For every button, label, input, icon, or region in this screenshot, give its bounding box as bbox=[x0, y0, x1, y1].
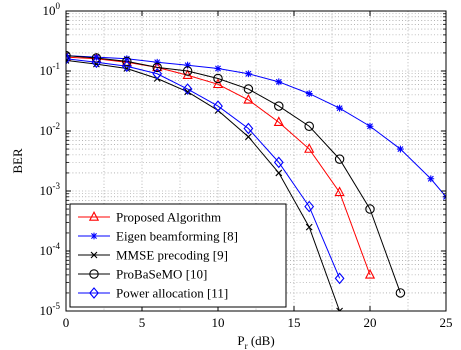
data-point bbox=[153, 58, 161, 66]
series-line bbox=[66, 59, 341, 311]
data-point bbox=[304, 200, 315, 213]
x-tick-label: 20 bbox=[364, 315, 377, 330]
legend-marker bbox=[90, 251, 98, 259]
data-point bbox=[427, 175, 435, 183]
data-point bbox=[273, 156, 284, 169]
data-point bbox=[304, 121, 314, 131]
y-tick-label: 10-1 bbox=[40, 61, 61, 78]
data-point bbox=[364, 268, 376, 279]
series-line bbox=[66, 55, 446, 198]
data-point bbox=[213, 73, 223, 84]
legend-label: Power allocation [11] bbox=[116, 286, 228, 301]
data-point bbox=[334, 272, 345, 285]
series-eigen-beamforming-8 bbox=[66, 52, 446, 201]
data-point bbox=[273, 116, 284, 126]
data-point bbox=[275, 169, 283, 177]
x-axis-label: Pr (dB) bbox=[237, 333, 274, 350]
data-point bbox=[245, 133, 252, 141]
data-point bbox=[66, 50, 71, 61]
data-point bbox=[243, 84, 254, 94]
legend-marker bbox=[89, 269, 99, 279]
legend: Proposed Algorithm Eigen beamforming [8] M… bbox=[69, 203, 287, 308]
y-axis-label: BER bbox=[10, 148, 25, 174]
data-point bbox=[66, 52, 71, 65]
data-point bbox=[336, 307, 343, 311]
data-point bbox=[152, 67, 163, 80]
legend-marker bbox=[89, 287, 99, 299]
legend-entry: Power allocation [11] bbox=[78, 286, 228, 301]
data-point bbox=[305, 90, 313, 98]
x-tick-label: 0 bbox=[63, 315, 70, 330]
series-line bbox=[66, 55, 401, 294]
data-point bbox=[184, 61, 191, 69]
data-point bbox=[395, 288, 406, 298]
data-point bbox=[213, 100, 223, 112]
data-point bbox=[214, 65, 222, 72]
data-point bbox=[274, 101, 284, 111]
legend-entry: Eigen beamforming [8] bbox=[78, 229, 238, 244]
data-point bbox=[121, 60, 132, 73]
data-point bbox=[243, 93, 254, 104]
legend-label: Proposed Algorithm bbox=[116, 210, 221, 225]
legend-label: Eigen beamforming [8] bbox=[116, 229, 238, 244]
data-point bbox=[152, 62, 162, 73]
legend-marker bbox=[90, 232, 98, 240]
data-point bbox=[123, 55, 131, 63]
data-point bbox=[366, 122, 374, 130]
y-tick-label: 10-3 bbox=[40, 181, 61, 198]
series-power-allocation-11 bbox=[66, 52, 345, 285]
data-point bbox=[66, 57, 70, 64]
legend-entry: MMSE precoding [9] bbox=[78, 248, 228, 263]
plot-series bbox=[66, 50, 446, 311]
data-point bbox=[336, 104, 343, 112]
data-point bbox=[334, 154, 345, 164]
series-line bbox=[66, 56, 371, 276]
y-tick-label: 10-4 bbox=[40, 241, 61, 258]
data-point bbox=[243, 122, 254, 135]
data-point bbox=[365, 204, 375, 214]
data-point bbox=[91, 56, 102, 69]
y-tick-label: 100 bbox=[43, 1, 61, 18]
legend-entry: Proposed Algorithm bbox=[78, 210, 221, 225]
x-tick-label: 15 bbox=[288, 315, 301, 330]
axis-ticks: 0 5 10 15 20 25 100 10-1 10-2 10-3 10-4 10-5 bbox=[40, 1, 453, 330]
legend-entry: ProBaSeMO [10] bbox=[78, 267, 207, 282]
x-tick-label: 10 bbox=[212, 315, 225, 330]
y-tick-label: 10-2 bbox=[40, 121, 61, 138]
data-point bbox=[334, 186, 345, 197]
data-point bbox=[182, 66, 193, 76]
y-tick-label: 10-5 bbox=[40, 301, 61, 318]
legend-label: ProBaSeMO [10] bbox=[116, 267, 207, 282]
data-point bbox=[305, 223, 313, 231]
data-point bbox=[212, 78, 224, 89]
data-point bbox=[275, 78, 283, 86]
data-point bbox=[122, 56, 132, 67]
legend-label: MMSE precoding [9] bbox=[116, 248, 228, 263]
plot-frame bbox=[65, 10, 447, 312]
data-point bbox=[245, 70, 252, 78]
x-tick-label: 5 bbox=[139, 315, 146, 330]
data-point bbox=[304, 143, 315, 153]
legend-marker bbox=[88, 211, 100, 221]
data-point bbox=[397, 145, 404, 153]
data-point bbox=[182, 83, 193, 95]
series-probasemo-10 bbox=[66, 50, 406, 298]
series-line bbox=[66, 58, 341, 279]
x-tick-label: 25 bbox=[440, 315, 453, 330]
